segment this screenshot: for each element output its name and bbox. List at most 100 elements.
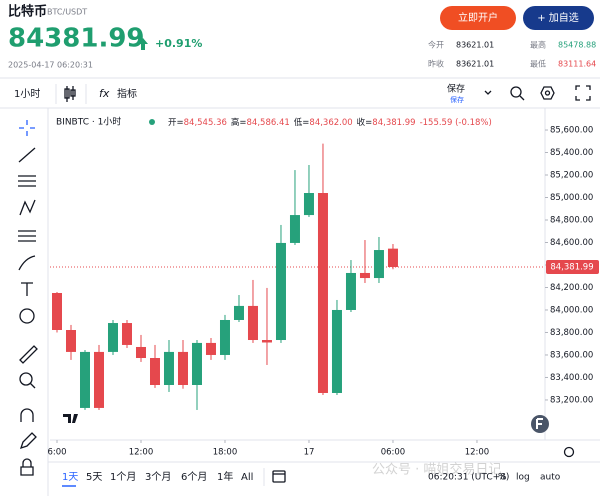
candle-body [247, 305, 258, 341]
stat-label: 最高 [530, 40, 546, 50]
candle-body [149, 358, 160, 385]
y-tick-label: 83,200.00 [550, 395, 593, 405]
f-badge-glyph [536, 418, 543, 429]
settings-icon-center [544, 90, 551, 96]
y-tick-label: 84,000.00 [550, 305, 593, 315]
save[interactable]: 保存 [447, 83, 465, 95]
chart: BINBTC · 1小时 开=84,545.36 高=84,586.41 低=84,… [47, 108, 600, 458]
watermark: 公众号 · 喵姐交易日记 [372, 462, 501, 478]
calendar-icon[interactable] [272, 470, 286, 483]
legend-change: -155.59 (-0.18%) [420, 118, 492, 128]
candle-body [317, 193, 328, 393]
candle-body [135, 346, 146, 359]
status-dot [149, 119, 155, 125]
x-tick-label: 12:00 [465, 448, 490, 458]
y-tick-label: 83,600.00 [550, 350, 593, 360]
candle-body [275, 242, 286, 341]
search-icon[interactable] [510, 86, 525, 101]
fib-tool[interactable] [18, 230, 36, 242]
ruler-tool[interactable] [19, 345, 38, 364]
y-tick-label: 83,800.00 [550, 328, 593, 338]
interval[interactable]: 1小时 [14, 88, 40, 100]
stat-label: 最低 [530, 59, 546, 69]
pencil-tool[interactable] [19, 432, 37, 450]
hline-tool[interactable] [18, 175, 36, 187]
percent-option[interactable]: % [498, 473, 507, 483]
range-button[interactable]: 1年 [217, 470, 233, 483]
candle-body [331, 309, 342, 393]
legend-value: 84,545.36 [184, 118, 227, 128]
settings-icon[interactable] [540, 86, 555, 100]
save-sub: 保存 [450, 95, 464, 104]
text-tool[interactable] [21, 282, 33, 296]
pattern-tool[interactable] [19, 199, 36, 216]
trendline-tool[interactable] [18, 147, 36, 163]
zoom-tool[interactable] [19, 372, 33, 386]
last-price-label: 84,381.99 [550, 263, 593, 273]
candle-body [387, 248, 398, 268]
drawing-tools [18, 120, 38, 476]
lock-tool[interactable] [20, 458, 34, 476]
range-button[interactable]: 6个月 [181, 471, 207, 483]
emoji-tool[interactable] [19, 308, 35, 324]
candle-body [289, 215, 300, 243]
crosshair-tool[interactable] [19, 120, 35, 136]
candle-icon[interactable] [64, 86, 76, 102]
legend-value: 84,381.99 [372, 118, 415, 128]
y-tick-label: 85,600.00 [550, 126, 593, 136]
y-tick-label: 85,200.00 [550, 171, 593, 181]
stat-value: 83621.01 [456, 41, 494, 50]
open-account-button[interactable] [440, 6, 516, 30]
fullscreen-icon[interactable] [575, 85, 591, 101]
x-tick-label: 18:00 [213, 448, 238, 458]
stat-value: 83621.01 [456, 60, 494, 69]
tv-logo [63, 414, 78, 423]
candle-body [163, 351, 174, 385]
range-button[interactable]: 1个月 [110, 471, 136, 483]
brush-tool[interactable] [18, 255, 36, 271]
candle-body [261, 340, 272, 343]
candle-body [107, 323, 118, 352]
y-tick-label: 83,400.00 [550, 373, 593, 383]
x-tick-label: 06:00 [381, 448, 406, 458]
candle-body [65, 330, 76, 352]
legend-label: 收= [357, 117, 373, 128]
stat-label: 昨收 [428, 59, 444, 69]
stat-label: 今开 [428, 40, 444, 50]
watchlist-button[interactable] [523, 6, 594, 30]
dropdown[interactable] [484, 90, 492, 95]
title: 比特币 [8, 4, 47, 20]
indicator-icon[interactable]: fx [99, 87, 110, 100]
open-account-label[interactable]: 立即开户 [458, 11, 498, 24]
x-tick-label: 6:00 [47, 448, 66, 458]
legend-value: 84,362.00 [309, 118, 352, 128]
log-option[interactable]: log [516, 473, 530, 483]
price: 84381.99 [8, 24, 145, 54]
range-button[interactable]: 5天 [86, 472, 102, 483]
range-button[interactable]: 1天 [62, 472, 78, 483]
magnet-tool[interactable] [20, 408, 34, 422]
range-buttons: 1天 5天 1个月 3个月 6个月 1年 All [62, 470, 253, 483]
auto-option[interactable]: auto [540, 473, 561, 483]
legend-label: 开= [168, 118, 184, 128]
y-tick-label: 85,000.00 [550, 193, 593, 203]
candle-body [121, 323, 132, 345]
candle-body [191, 342, 202, 385]
y-tick-label: 85,400.00 [550, 148, 593, 158]
pair: BTC/USDT [47, 8, 87, 17]
y-tick-label: 84,800.00 [550, 216, 593, 226]
axis-settings[interactable] [563, 446, 575, 458]
candle-body [303, 193, 314, 216]
candle-body [359, 272, 370, 279]
up-arrow [138, 38, 148, 50]
legend-label: 低= [294, 117, 310, 128]
watchlist-label[interactable]: + 加自选 [537, 11, 579, 24]
datetime: 2025-04-17 06:20:31 [8, 61, 93, 70]
range-button[interactable]: 3个月 [145, 471, 171, 483]
range-button[interactable]: All [241, 472, 253, 483]
indicators[interactable]: 指标 [117, 87, 137, 100]
candle-body [219, 319, 230, 355]
candle-body [51, 292, 62, 330]
candle-body [93, 351, 104, 408]
